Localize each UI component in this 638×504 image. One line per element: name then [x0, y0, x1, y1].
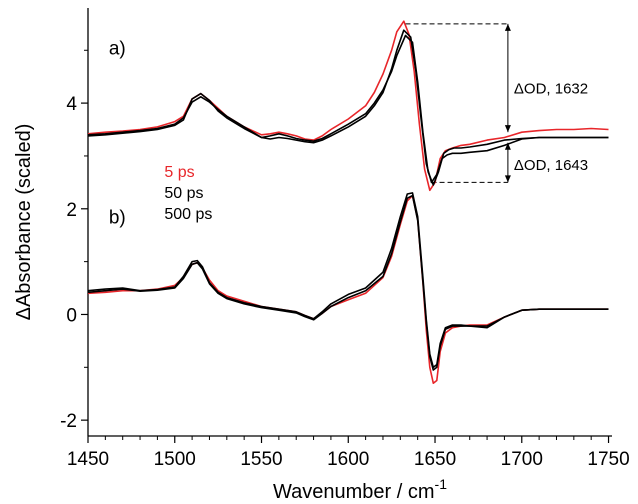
annotation-label-1632: ΔOD, 1632	[514, 80, 588, 97]
series-line-a-2	[87, 29, 609, 184]
x-tick-label: 1750	[587, 449, 629, 470]
text-labels: 1450 1500 1550 1600 1650 1700 1750 -2 0 2 4 Wavenum…	[13, 39, 630, 503]
x-tick-label: 1450	[67, 449, 109, 470]
annotation-arrow-1632-head-bottom	[504, 125, 511, 133]
legend-entry-2: 50 ps	[164, 185, 203, 202]
x-tick-label: 1600	[327, 449, 369, 470]
x-tick-label: 1700	[501, 449, 543, 470]
annotation-arrow-1643-head-bottom	[504, 175, 511, 183]
annotation-arrow-1632-head-top	[504, 23, 511, 31]
annotation-arrow-1643-head-top	[504, 142, 511, 150]
x-tick-label: 1650	[414, 449, 456, 470]
panel-label-2: b)	[109, 208, 126, 229]
legend-entry-3: 500 ps	[164, 206, 212, 223]
annotation-label-1643: ΔOD, 1643	[514, 157, 588, 174]
x-tick-label: 1500	[154, 449, 196, 470]
x-axis-title-superscript: -1	[435, 476, 448, 492]
y-tick-label: 4	[66, 94, 77, 115]
panel-label-1: a)	[109, 39, 126, 60]
legend-entry-1: 5 ps	[164, 164, 194, 181]
series-line-a-3	[87, 34, 609, 186]
series-line-b-6	[87, 194, 609, 371]
series-lines	[87, 20, 609, 385]
y-tick-label: -2	[60, 411, 77, 432]
axis-ticks	[81, 49, 610, 443]
x-axis-title: Wavenumber / cm-1	[273, 476, 447, 503]
y-tick-label: 0	[66, 305, 77, 326]
annotation-guides	[405, 23, 511, 183]
y-axis-title: ΔAbsorbance (scaled)	[13, 124, 35, 321]
y-tick-label: 2	[66, 200, 77, 221]
x-tick-label: 1550	[240, 449, 282, 470]
